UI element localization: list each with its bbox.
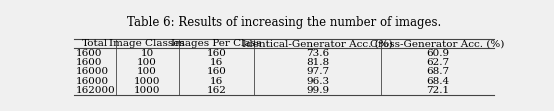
Text: 68.4: 68.4 — [426, 77, 449, 86]
Text: 162: 162 — [207, 86, 227, 95]
Text: 1600: 1600 — [76, 49, 102, 58]
Text: 100: 100 — [137, 58, 157, 67]
Text: 160: 160 — [207, 67, 227, 76]
Text: 97.7: 97.7 — [306, 67, 329, 76]
Text: Images Per Class: Images Per Class — [171, 39, 262, 48]
Text: 16000: 16000 — [76, 77, 109, 86]
Text: 1000: 1000 — [134, 77, 161, 86]
Text: 72.1: 72.1 — [426, 86, 449, 95]
Text: Image Classes: Image Classes — [109, 39, 185, 48]
Text: 1600: 1600 — [76, 58, 102, 67]
Text: 1000: 1000 — [134, 86, 161, 95]
Text: Table 6: Results of increasing the number of images.: Table 6: Results of increasing the numbe… — [127, 16, 441, 29]
Text: 100: 100 — [137, 67, 157, 76]
Text: 81.8: 81.8 — [306, 58, 329, 67]
Text: 60.9: 60.9 — [426, 49, 449, 58]
Text: 16: 16 — [210, 77, 223, 86]
Text: 162000: 162000 — [76, 86, 115, 95]
Text: Identical-Generator Acc. (%): Identical-Generator Acc. (%) — [242, 39, 393, 48]
Text: 16: 16 — [210, 58, 223, 67]
Text: 96.3: 96.3 — [306, 77, 329, 86]
Text: Total: Total — [81, 39, 107, 48]
Text: 73.6: 73.6 — [306, 49, 329, 58]
Text: 99.9: 99.9 — [306, 86, 329, 95]
Text: 160: 160 — [207, 49, 227, 58]
Text: Cross-Generator Acc. (%): Cross-Generator Acc. (%) — [370, 39, 505, 48]
Text: 16000: 16000 — [76, 67, 109, 76]
Text: 68.7: 68.7 — [426, 67, 449, 76]
Text: 62.7: 62.7 — [426, 58, 449, 67]
Text: 10: 10 — [141, 49, 154, 58]
